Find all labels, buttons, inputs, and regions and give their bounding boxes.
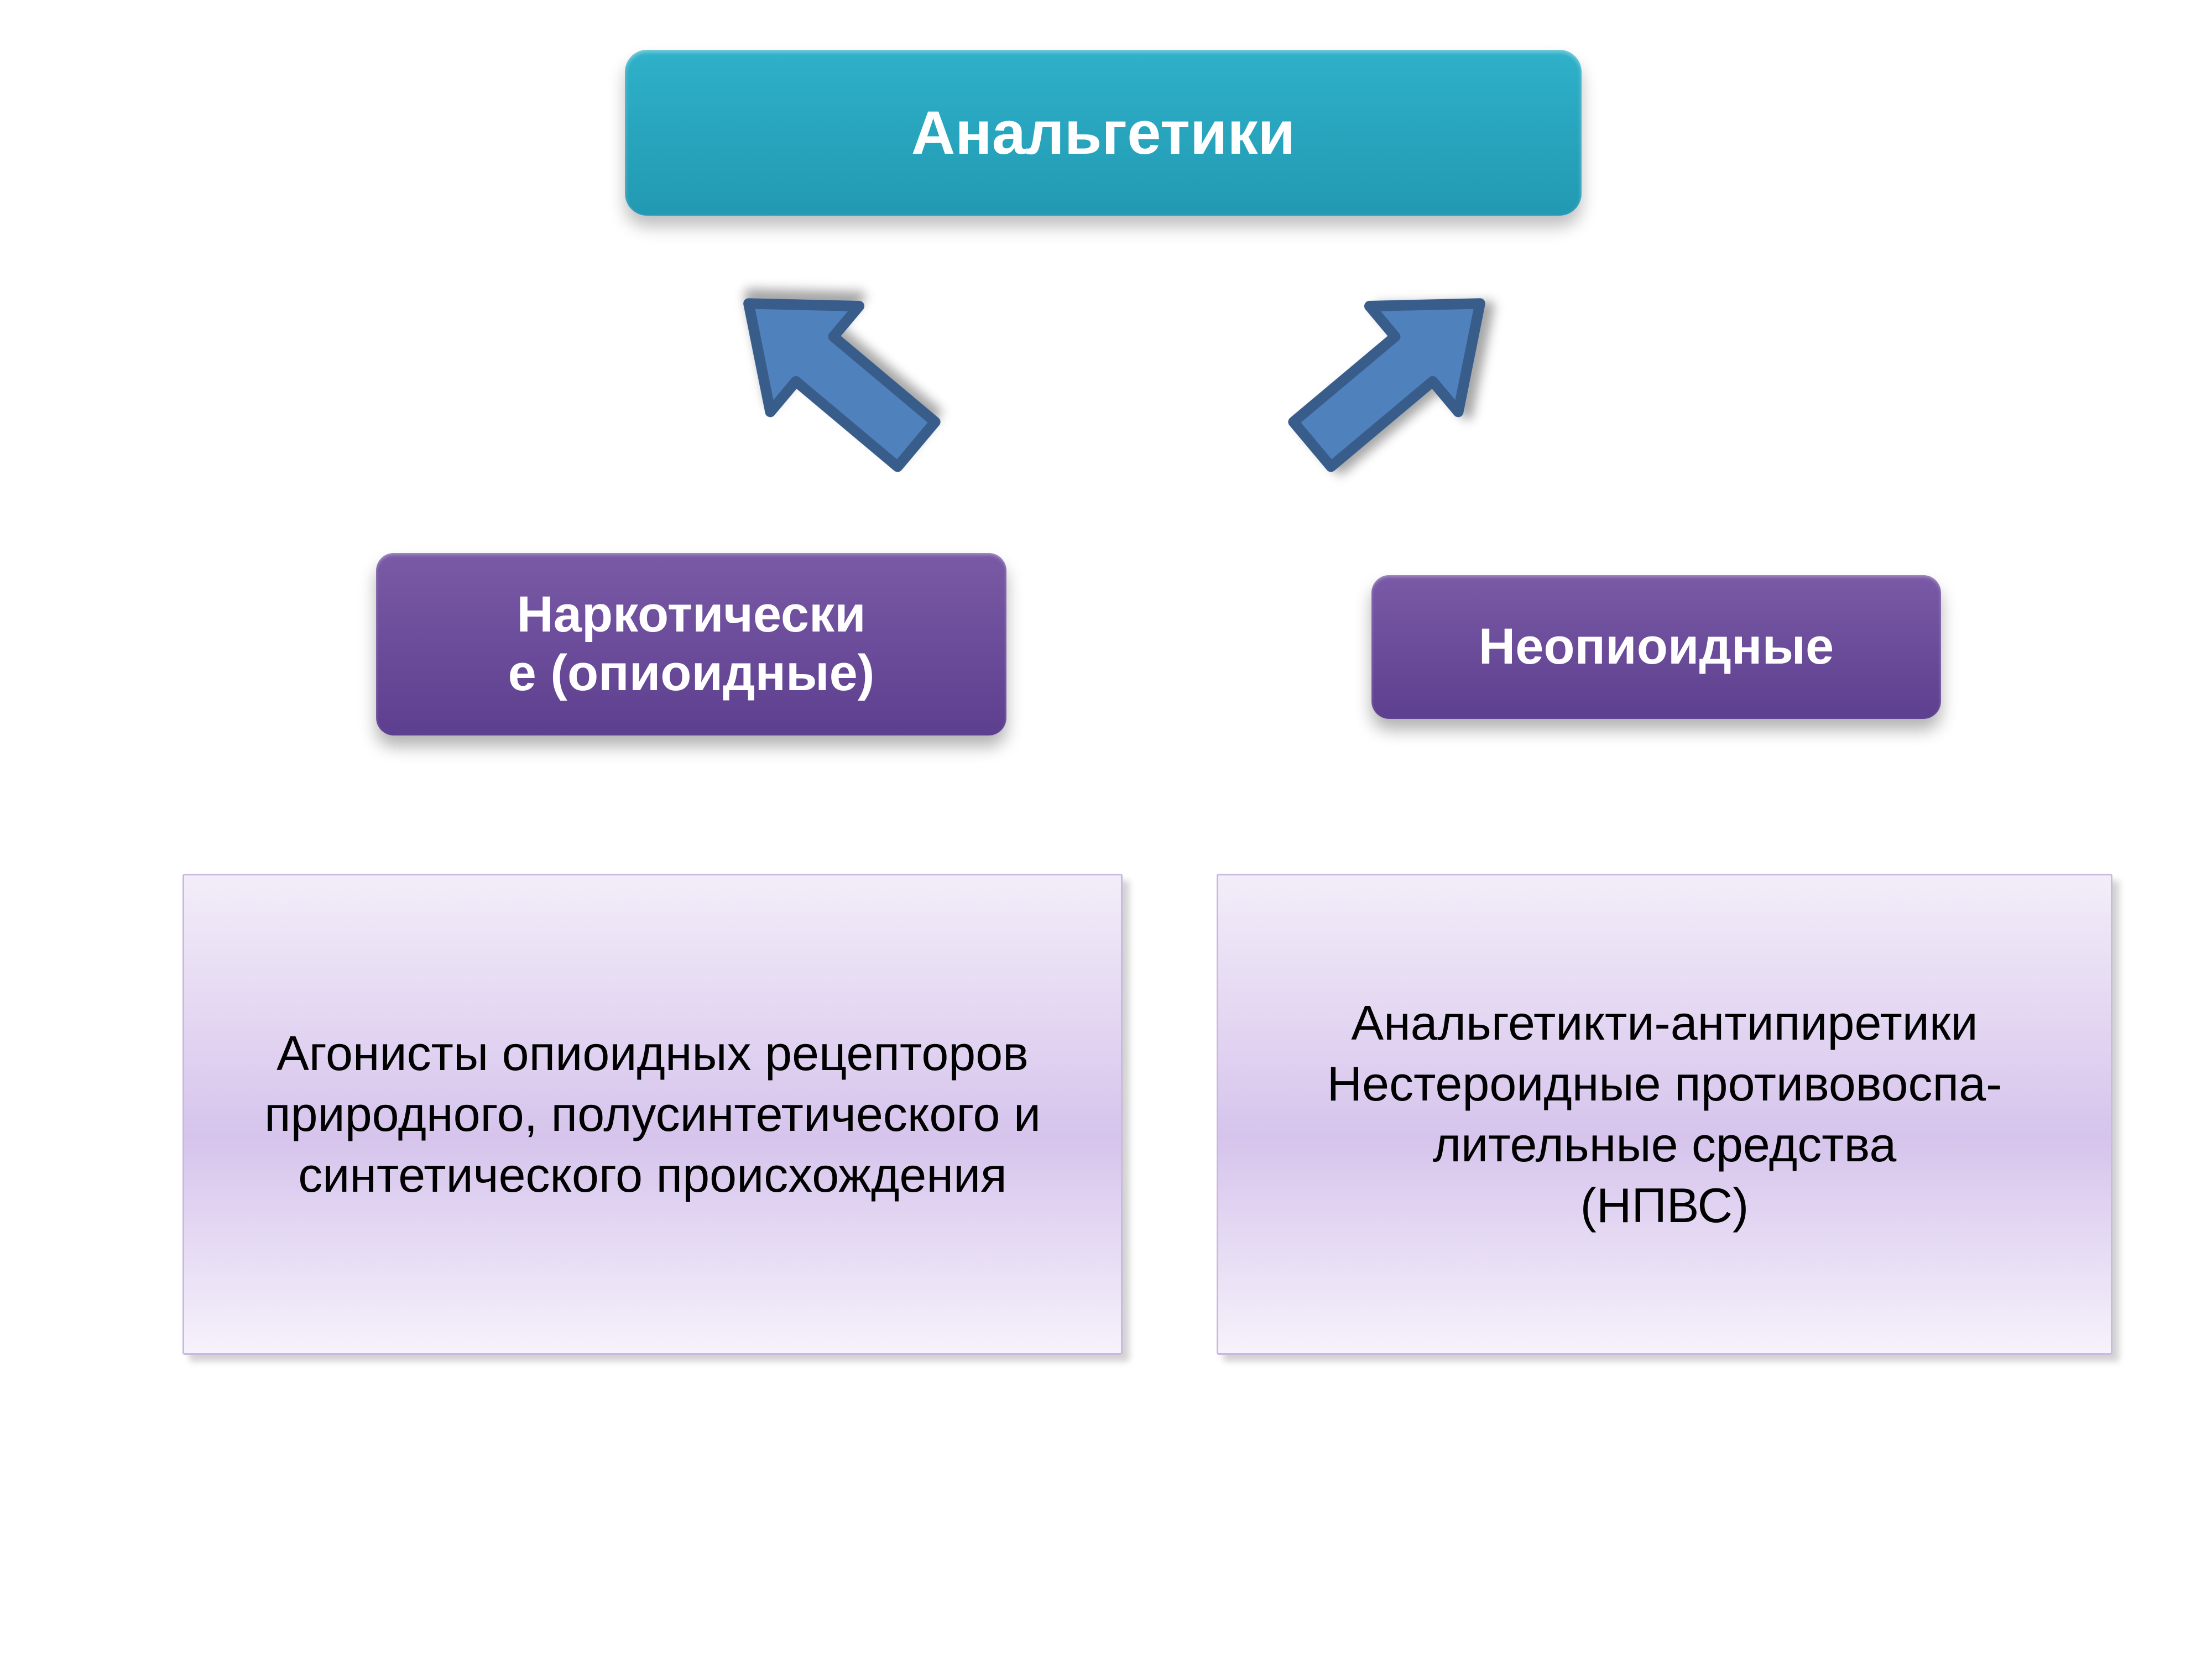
- description-right-label: Анальгетикти-антипиретикиНестероидные пр…: [1246, 993, 2083, 1236]
- root-node-title: Анальгетики: [625, 50, 1582, 216]
- category-right-label: Неопиоидные: [1479, 618, 1834, 676]
- description-right-node: Анальгетикти-антипиретикиНестероидные пр…: [1217, 874, 2112, 1355]
- description-left-node: Агонисты опиоидных рецепторов природного…: [182, 874, 1123, 1355]
- root-node-label: Анальгетики: [911, 98, 1295, 168]
- category-left-label: Наркотические (опиоидные): [508, 586, 875, 703]
- category-left-node: Наркотические (опиоидные): [376, 553, 1006, 735]
- diagram-stage: Анальгетики Наркотические (опиоидные) Не…: [0, 0, 2212, 1659]
- category-right-node: Неопиоидные: [1371, 575, 1941, 719]
- arrow-left-icon: [680, 243, 990, 509]
- description-left-label: Агонисты опиоидных рецепторов природного…: [212, 1023, 1093, 1206]
- arrow-right-icon: [1239, 243, 1548, 509]
